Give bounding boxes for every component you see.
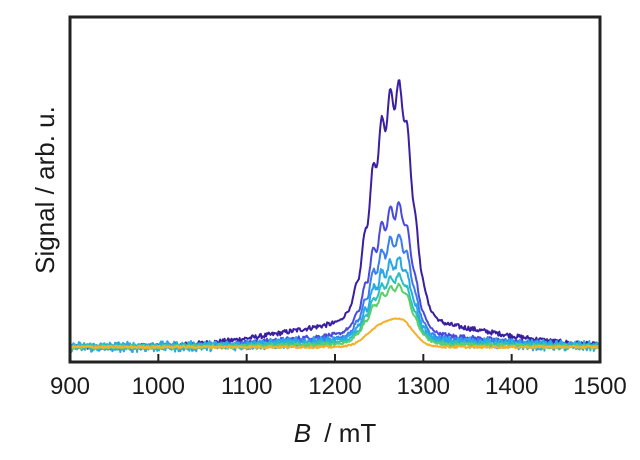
x-tick-label: 1400 (485, 373, 538, 400)
plot-frame (68, 15, 602, 364)
x-axis-variable: B (294, 418, 311, 448)
x-tick-label: 900 (50, 373, 90, 400)
x-tick-label: 1000 (132, 373, 185, 400)
x-tick-label: 1100 (221, 373, 273, 400)
x-tick-label: 1500 (573, 373, 626, 400)
x-axis-unit: / mT (324, 418, 376, 448)
series-layer (69, 79, 601, 354)
series-line-2 (69, 201, 601, 350)
x-tick-label: 1300 (397, 373, 450, 400)
y-axis-label: Signal / arb. u. (30, 106, 60, 274)
x-tick-label: 1200 (308, 373, 361, 400)
series-line-7 (69, 317, 601, 350)
series-line-1 (69, 79, 601, 350)
x-axis-label: B / mT (294, 418, 377, 448)
x-ticks: 900 1000 1100 1200 1300 1400 1500 (50, 354, 627, 400)
